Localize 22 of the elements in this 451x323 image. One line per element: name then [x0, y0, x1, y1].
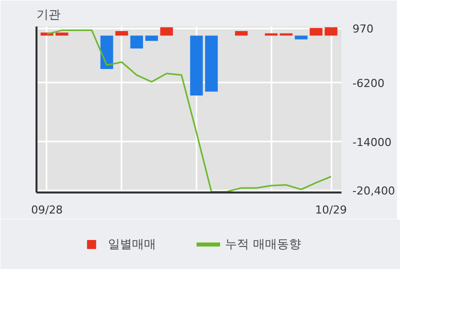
y-tick-label: -14000: [352, 136, 392, 150]
bar: [130, 36, 144, 48]
legend-label: 일별매매: [108, 236, 156, 252]
y-tick-label: -6200: [352, 77, 384, 90]
bar: [56, 32, 68, 36]
bar: [145, 36, 158, 41]
bar: [294, 36, 308, 40]
y-tick-label: -20,400: [352, 184, 395, 198]
x-tick-label: 10/29: [315, 204, 347, 216]
x-tick-label: 09/28: [31, 204, 63, 216]
line-series: [46, 30, 332, 192]
bar: [190, 36, 203, 96]
bar: [234, 31, 248, 36]
chart-title: 기관: [36, 8, 60, 22]
legend-label: 누적 매매동향: [225, 236, 301, 252]
bar: [324, 27, 338, 36]
bar: [160, 27, 173, 36]
bar: [205, 36, 218, 92]
bar: [115, 31, 128, 36]
bar: [100, 36, 114, 69]
bar: [310, 28, 322, 36]
y-tick-label: 970: [352, 22, 374, 36]
